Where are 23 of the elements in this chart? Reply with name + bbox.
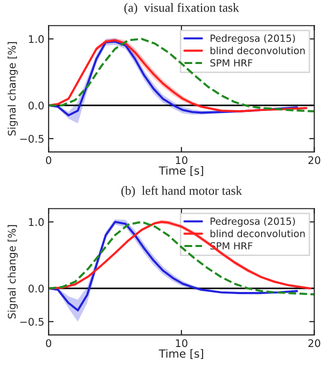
legend-label: SPM HRF (210, 59, 252, 67)
y-tick-label: 1.0 (29, 35, 44, 44)
x-tick-label: 0 (46, 339, 52, 348)
x-tick-label: 20 (308, 339, 320, 348)
y-axis-title: Signal change [%] (8, 225, 18, 319)
legend-label: blind deconvolution (210, 46, 305, 54)
x-tick-label: 10 (176, 339, 188, 348)
x-axis-title: Time [s] (158, 349, 204, 360)
x-tick-label: 20 (308, 156, 320, 164)
chart-title: (b) left hand motor task (121, 186, 242, 198)
y-tick-label: −0.5 (20, 134, 44, 143)
y-tick-label: 0.0 (28, 284, 44, 292)
y-tick-label: 1.0 (29, 218, 44, 226)
x-axis-title: Time [s] (158, 166, 204, 176)
chart-title: (a) visual fixation task (124, 2, 240, 14)
y-tick-label: 0.0 (28, 102, 44, 110)
y-axis-title: Signal change [%] (8, 42, 18, 136)
x-tick-label: 10 (176, 156, 188, 164)
y-tick-label: −0.5 (20, 318, 44, 326)
legend-label: Pedregosa (2015) (210, 217, 295, 227)
legend-label: blind deconvolution (210, 230, 305, 238)
x-tick-label: 0 (46, 156, 52, 164)
legend-label: Pedregosa (2015) (210, 34, 295, 44)
